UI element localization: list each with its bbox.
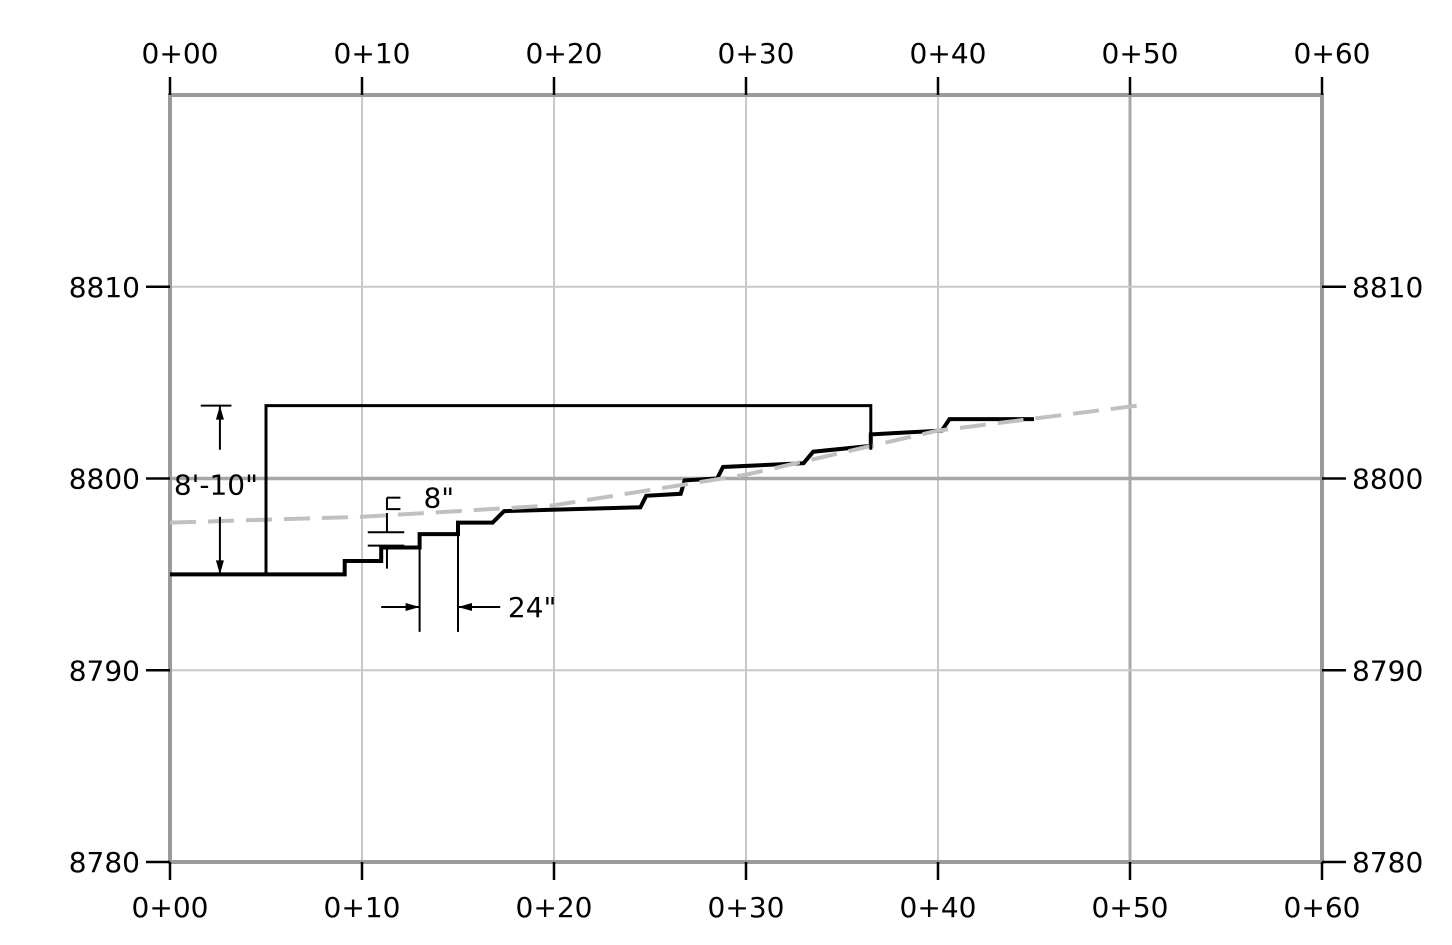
x-tick-label-bottom: 0+00 (132, 891, 209, 924)
y-tick-label-left: 8780 (69, 846, 140, 879)
structure-outline (170, 404, 873, 576)
series-layer (169, 403, 1138, 577)
x-tick-label-top: 0+60 (1294, 37, 1371, 70)
dimension-layer (200, 404, 501, 632)
x-tick-label-bottom: 0+50 (1092, 891, 1169, 924)
y-tick-label-left: 8810 (69, 271, 140, 304)
x-tick-label-top: 0+20 (526, 37, 603, 70)
x-tick-label-top: 0+50 (1102, 37, 1179, 70)
x-tick-label-top: 0+30 (718, 37, 795, 70)
tread-dimension-arrow-left (405, 602, 420, 611)
x-tick-label-bottom: 0+60 (1284, 891, 1361, 924)
riser-dimension-label: 8" (423, 482, 454, 515)
y-tick-label-left: 8800 (69, 463, 140, 496)
x-tick-label-bottom: 0+40 (900, 891, 977, 924)
x-tick-label-bottom: 0+10 (324, 891, 401, 924)
label-layer: 0+00 0+00 0+10 0+10 0+20 0+20 0+30 0+30 0+40 0+40… (69, 37, 1424, 924)
grid-layer (170, 95, 1322, 862)
x-tick-label-top: 0+40 (910, 37, 987, 70)
tread-dimension-arrow-right (458, 602, 472, 611)
x-tick-label-top: 0+00 (142, 37, 219, 70)
x-tick-label-top: 0+10 (334, 37, 411, 70)
x-tick-label-bottom: 0+30 (708, 891, 785, 924)
height-dimension-arrow-top (215, 405, 224, 420)
riser-leader (385, 497, 401, 511)
height-dimension-label: 8'-10" (174, 468, 258, 501)
y-tick-label-right: 8810 (1352, 271, 1423, 304)
y-tick-label-left: 8790 (69, 654, 140, 687)
y-tick-label-right: 8780 (1352, 846, 1423, 879)
tick-layer (146, 77, 1346, 880)
y-tick-label-right: 8800 (1352, 463, 1423, 496)
x-tick-label-bottom: 0+20 (516, 891, 593, 924)
y-tick-label-right: 8790 (1352, 654, 1423, 687)
proposed-grade-line (169, 403, 1138, 525)
height-dimension-arrow-bottom (215, 560, 224, 575)
tread-dimension-label: 24" (508, 591, 557, 624)
